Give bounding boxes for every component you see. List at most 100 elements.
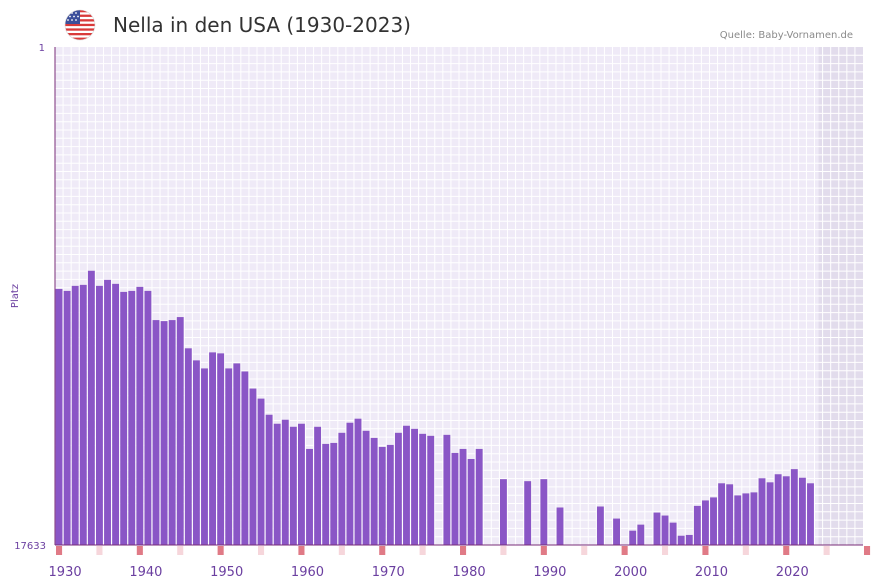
bar-1936 [112,283,120,545]
bar-2009 [702,500,709,545]
bar-1929 [55,288,63,545]
bar-1972 [403,425,410,545]
bar-1981 [475,448,483,545]
bar-1996 [596,506,604,545]
decade-marker-1979 [460,546,467,555]
decade-marker-2004 [662,546,669,555]
bar-1959 [298,423,305,545]
x-tick-label-1950: 1950 [210,565,243,580]
bar-1931 [71,285,79,545]
bar-1998 [613,518,620,545]
bar-2021 [798,477,806,545]
bar-1953 [249,388,257,545]
x-tick-label-2020: 2020 [776,565,809,580]
bar-2006 [677,535,685,545]
bar-2019 [782,476,790,545]
bar-1967 [362,430,370,545]
bar-2003 [653,512,661,545]
bar-1973 [411,428,418,545]
bar-1933 [87,270,95,545]
bar-1958 [289,426,297,545]
bar-1964 [338,432,346,545]
decade-marker-1944 [177,546,184,555]
bar-1955 [265,414,273,545]
bar-2001 [637,524,645,545]
bar-2018 [774,474,782,545]
decade-marker-1984 [500,546,507,555]
x-tick-label-1980: 1980 [453,565,486,580]
bar-1939 [136,286,144,545]
bar-1968 [370,437,378,545]
bar-2000 [629,530,637,545]
bar-1930 [63,290,71,545]
bar-1979 [459,448,467,545]
bar-2016 [758,478,766,545]
bar-1987 [524,481,532,545]
usa-flag-icon [64,9,96,41]
bar-2013 [734,495,742,545]
bar-1960 [306,448,313,545]
bar-2012 [726,484,734,545]
bar-1947 [201,368,208,545]
decade-marker-1964 [338,546,345,555]
bar-2010 [710,497,717,545]
chart-title: Nella in den USA (1930-2023) [113,13,411,37]
decade-marker-1999 [621,546,628,555]
bar-1978 [451,452,459,545]
bar-2022 [807,483,814,545]
bar-1984 [500,479,507,545]
bar-2015 [750,492,758,545]
source-credit: Quelle: Baby-Vornamen.de [719,30,853,41]
bar-2007 [685,534,693,545]
decade-marker-1949 [217,546,224,555]
bar-1974 [419,433,427,545]
y-tick-label-top: 1 [39,43,45,54]
decade-marker-1959 [298,546,305,555]
bar-2005 [669,522,677,545]
decade-marker-2024 [823,546,830,555]
bar-1938 [128,290,136,545]
bar-1948 [209,352,216,545]
y-axis-title: Platz [10,284,21,308]
bar-1963 [330,442,338,545]
y-tick-label-bottom: 17633 [14,541,46,552]
bar-1949 [217,353,225,545]
bar-2014 [742,493,750,545]
decade-marker-1969 [379,546,386,555]
bar-1943 [168,320,176,545]
bar-1957 [281,419,289,545]
bar-1971 [394,432,402,545]
bar-1980 [467,458,475,545]
bar-2011 [718,483,726,545]
x-tick-label-1940: 1940 [129,565,162,580]
bar-1946 [192,360,200,545]
decade-marker-2029 [864,546,871,555]
decade-marker-1939 [136,546,143,555]
bar-1952 [241,371,249,545]
bar-1969 [378,446,386,545]
bar-1941 [152,320,160,545]
decade-marker-1929 [56,546,63,555]
x-tick-label-2010: 2010 [695,565,728,580]
decade-marker-2014 [742,546,749,555]
bar-1989 [540,479,548,545]
bar-1970 [386,444,394,545]
x-tick-label-1990: 1990 [533,565,566,580]
decade-marker-1974 [419,546,426,555]
bar-1965 [346,422,354,545]
bar-1975 [427,435,435,545]
bar-2020 [790,469,798,545]
bar-1956 [273,423,281,545]
decade-marker-2009 [702,546,709,555]
bar-1940 [144,290,152,545]
decade-marker-1994 [581,546,588,555]
decade-marker-1954 [258,546,265,555]
x-tick-label-2000: 2000 [614,565,647,580]
decade-marker-1989 [540,546,547,555]
x-tick-label-1930: 1930 [49,565,82,580]
bar-1942 [160,321,168,545]
bar-1991 [556,507,564,545]
bar-1966 [354,418,362,545]
bar-1935 [104,279,111,545]
